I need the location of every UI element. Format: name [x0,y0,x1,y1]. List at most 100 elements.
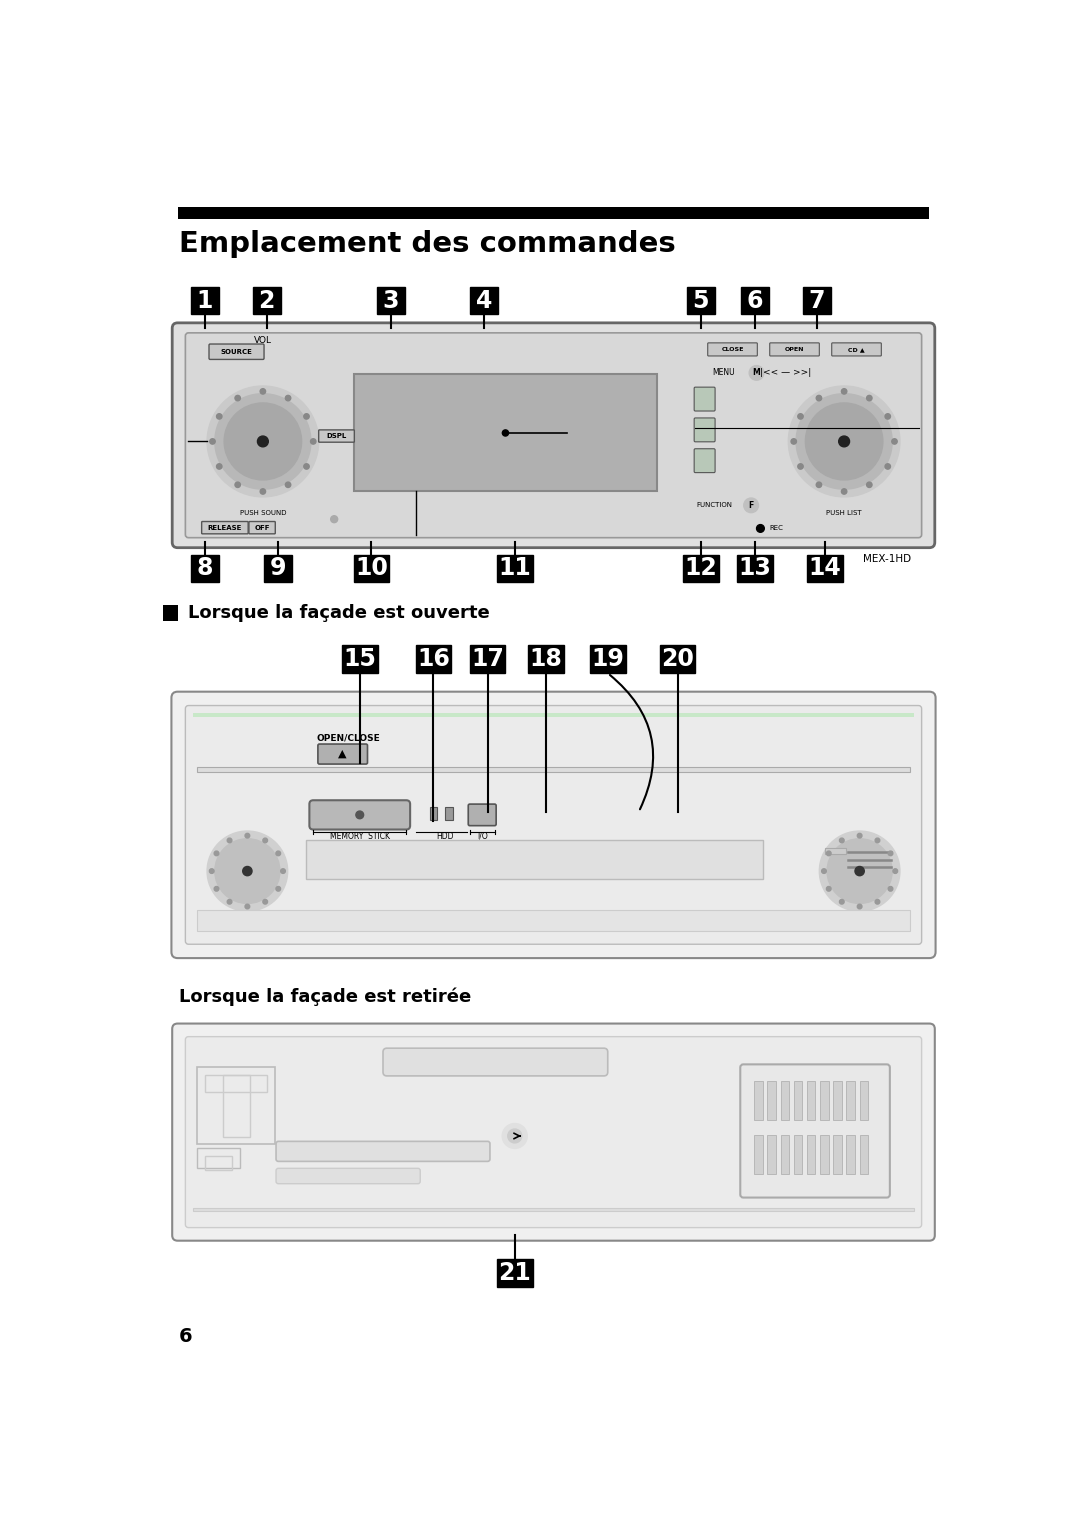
Bar [768,1081,775,1119]
Circle shape [502,430,509,436]
Circle shape [816,482,822,488]
Bar [191,555,218,583]
FancyBboxPatch shape [186,1037,921,1228]
Circle shape [257,436,268,446]
Text: 15: 15 [343,647,376,671]
FancyBboxPatch shape [172,1023,935,1240]
Text: 20: 20 [661,647,694,671]
Text: OFF: OFF [255,524,270,531]
Text: 7: 7 [809,289,825,312]
Circle shape [885,463,891,469]
Circle shape [791,439,796,443]
Text: 16: 16 [417,647,449,671]
Text: 6: 6 [746,289,764,312]
Circle shape [820,832,900,911]
Text: 19: 19 [592,647,624,671]
Bar [197,1067,274,1144]
Text: 4: 4 [475,289,491,312]
Bar [741,286,769,315]
Text: 14: 14 [808,557,841,581]
Circle shape [214,887,219,891]
Circle shape [303,414,309,419]
Bar [177,206,930,219]
Circle shape [798,463,804,469]
Bar [860,1135,868,1174]
FancyBboxPatch shape [383,1049,608,1076]
Bar [445,807,453,820]
Circle shape [888,887,893,891]
Circle shape [356,810,364,818]
Bar [528,645,564,673]
FancyBboxPatch shape [469,804,496,826]
Circle shape [227,838,232,842]
Bar [847,1135,855,1174]
FancyBboxPatch shape [694,417,715,442]
Bar [754,1081,762,1119]
Circle shape [285,482,291,488]
Text: M: M [753,368,760,378]
Bar [781,1081,789,1119]
FancyBboxPatch shape [172,323,935,547]
Bar [191,286,218,315]
FancyBboxPatch shape [210,344,264,359]
Circle shape [262,899,268,904]
Text: 2: 2 [258,289,275,312]
Circle shape [826,852,832,856]
Bar [825,849,847,855]
Bar [683,555,718,583]
Text: HDD: HDD [436,832,454,841]
Circle shape [796,393,892,489]
Circle shape [216,414,222,419]
Circle shape [207,832,287,911]
Text: 3: 3 [382,289,399,312]
Bar [253,286,281,315]
Circle shape [893,868,897,873]
Bar [306,841,762,879]
Text: 9: 9 [270,557,286,581]
Circle shape [744,498,758,512]
FancyBboxPatch shape [770,342,820,356]
FancyBboxPatch shape [186,705,921,945]
Bar [847,1081,855,1119]
Text: Lorsque la façade est ouverte: Lorsque la façade est ouverte [188,604,489,622]
Text: 1: 1 [197,289,213,312]
Circle shape [210,868,214,873]
Text: 12: 12 [685,557,717,581]
Bar [497,1260,532,1287]
Circle shape [839,838,845,842]
Text: 5: 5 [692,289,708,312]
Bar [197,768,910,772]
Bar [660,645,696,673]
Text: Lorsque la façade est retirée: Lorsque la façade est retirée [179,988,472,1006]
Circle shape [215,393,311,489]
Bar [222,1075,249,1136]
Circle shape [816,396,822,401]
Bar [497,555,532,583]
Circle shape [839,899,845,904]
Bar [754,1135,762,1174]
Circle shape [757,524,765,532]
Bar [193,1208,914,1211]
Circle shape [285,396,291,401]
Circle shape [210,439,215,443]
Circle shape [822,868,826,873]
Circle shape [235,482,241,488]
Bar [590,645,625,673]
Circle shape [888,852,893,856]
Bar [430,807,437,820]
Text: |<< — >>|: |<< — >>| [760,368,812,378]
FancyBboxPatch shape [248,521,275,534]
Circle shape [215,839,280,904]
Bar [794,1135,802,1174]
Text: 13: 13 [739,557,771,581]
Bar [470,645,505,673]
Circle shape [875,899,880,904]
FancyBboxPatch shape [740,1064,890,1197]
Text: 11: 11 [498,557,531,581]
Text: 8: 8 [197,557,213,581]
FancyBboxPatch shape [318,745,367,764]
FancyBboxPatch shape [202,521,248,534]
Circle shape [225,404,301,480]
Bar [377,286,405,315]
Text: MENU: MENU [713,368,735,378]
